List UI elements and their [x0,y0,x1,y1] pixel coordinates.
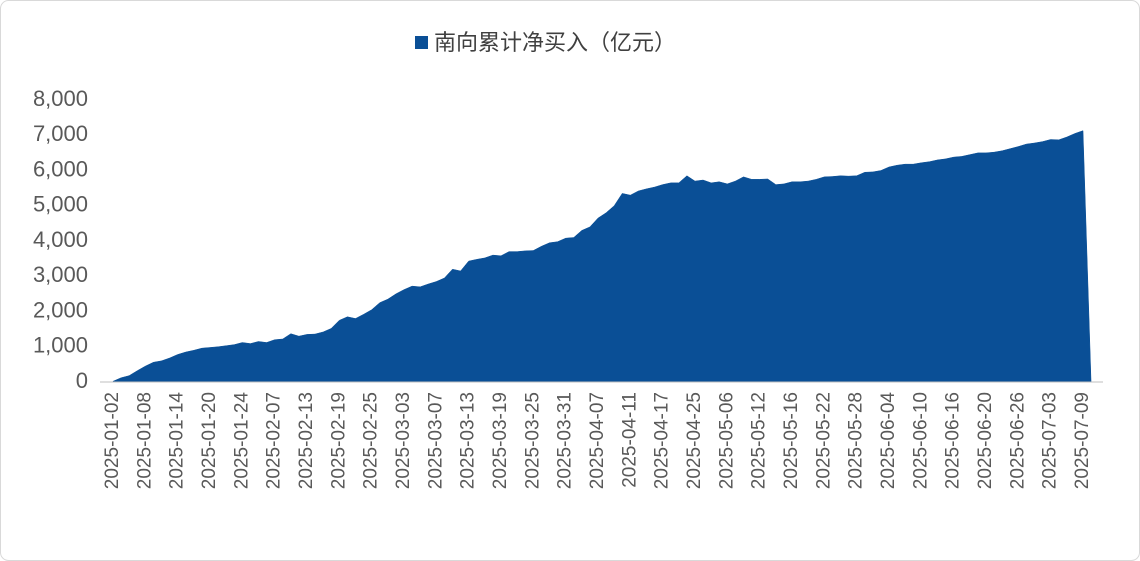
x-tick-label: 2025-02-25 [361,392,382,489]
x-tick-label: 2025-02-07 [264,392,285,489]
x-tick-label: 2025-01-20 [199,392,220,489]
x-tick-label: 2025-03-25 [522,392,543,489]
x-tick-label: 2025-03-13 [458,392,479,489]
x-tick-label: 2025-06-10 [910,392,931,489]
y-tick-label: 3,000 [33,262,88,287]
x-tick-label: 2025-04-07 [587,392,608,489]
x-tick-label: 2025-05-06 [716,392,737,489]
x-tick-label: 2025-05-22 [813,392,834,489]
x-tick-label: 2025-06-20 [975,392,996,489]
legend-swatch [415,36,428,49]
x-tick-label: 2025-06-04 [878,392,899,490]
x-tick-label: 2025-03-03 [393,392,414,489]
y-tick-label: 4,000 [33,227,88,252]
x-tick-label: 2025-04-25 [684,392,705,489]
x-tick-label: 2025-01-02 [102,392,123,489]
x-tick-label: 2025-05-12 [749,392,770,489]
legend-label: 南向累计净买入（亿元） [434,30,676,55]
y-tick-label: 0 [76,368,88,393]
x-tick-label: 2025-05-16 [781,392,802,489]
x-tick-label: 2025-03-07 [425,392,446,489]
x-tick-label: 2025-06-16 [943,392,964,489]
y-tick-label: 7,000 [33,121,88,146]
y-tick-label: 6,000 [33,156,88,181]
y-tick-label: 8,000 [33,86,88,111]
x-tick-label: 2025-07-09 [1072,392,1093,489]
x-tick-label: 2025-01-08 [134,392,155,489]
y-tick-label: 1,000 [33,333,88,358]
x-tick-label: 2025-02-13 [296,392,317,489]
x-tick-label: 2025-07-03 [1040,392,1061,489]
area [112,130,1092,383]
x-tick-label: 2025-03-19 [490,392,511,489]
x-tick-label: 2025-04-17 [652,392,673,489]
x-tick-label: 2025-04-11 [619,392,640,488]
x-tick-label: 2025-05-28 [846,392,867,489]
x-tick-label: 2025-02-19 [328,392,349,489]
y-tick-label: 5,000 [33,192,88,217]
x-tick-label: 2025-01-24 [231,392,252,490]
x-tick-label: 2025-06-26 [1007,392,1028,489]
x-tick-label: 2025-03-31 [555,392,576,489]
y-tick-label: 2,000 [33,297,88,322]
x-tick-label: 2025-01-14 [167,392,188,490]
